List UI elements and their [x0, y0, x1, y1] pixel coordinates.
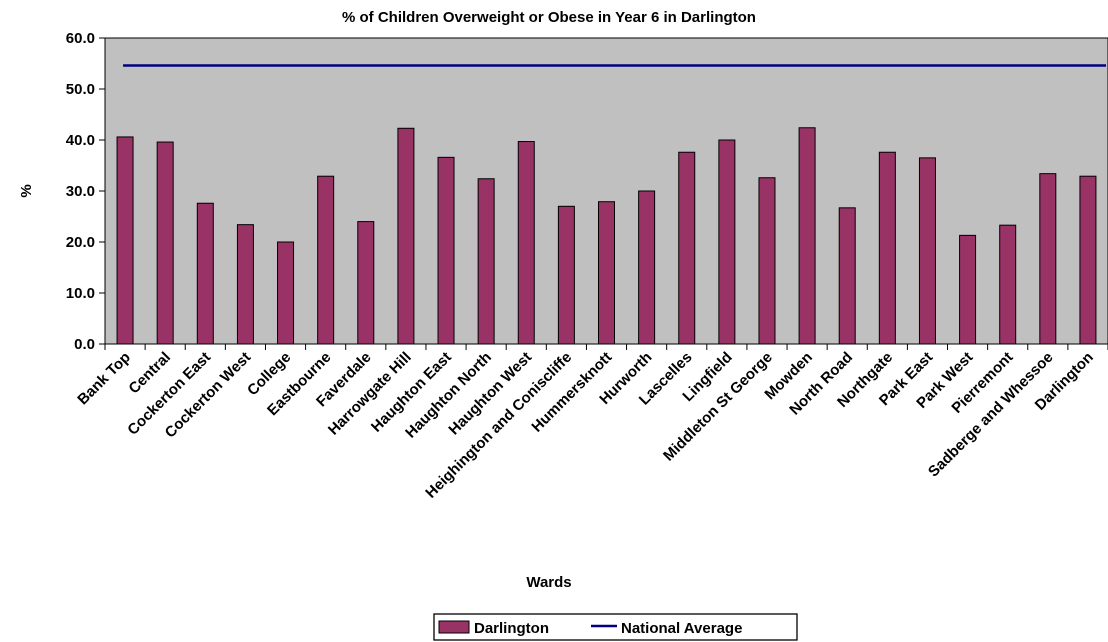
bar: [277, 241, 295, 345]
bar: [196, 202, 214, 345]
bar: [758, 177, 776, 345]
chart-title: % of Children Overweight or Obese in Yea…: [342, 9, 756, 26]
y-tick-label: 60.0: [66, 30, 95, 47]
bar-series: [116, 127, 1097, 345]
y-axis: 0.0 10.0 20.0 30.0 40.0 50.0 60.0: [66, 30, 105, 353]
bar: [437, 156, 455, 345]
bar: [116, 136, 134, 345]
y-axis-title: %: [18, 184, 35, 197]
bar: [357, 221, 375, 345]
bar: [798, 127, 816, 345]
x-axis: [104, 344, 1108, 350]
bar: [477, 178, 495, 345]
bar: [999, 224, 1017, 345]
y-tick-label: 20.0: [66, 234, 95, 251]
bar: [557, 205, 575, 345]
bar: [1039, 173, 1057, 345]
bar: [517, 141, 535, 345]
bar: [598, 201, 615, 345]
legend-swatch-darlington: [438, 620, 470, 634]
y-tick-label: 10.0: [66, 285, 95, 302]
bar: [397, 127, 415, 345]
bar: [718, 139, 736, 345]
y-tick-label: 50.0: [66, 81, 95, 98]
bar: [1079, 175, 1097, 345]
y-tick-label: 40.0: [66, 132, 95, 149]
bar: [678, 151, 696, 345]
y-tick-label: 0.0: [74, 336, 95, 353]
bar: [236, 224, 254, 345]
bar: [838, 207, 856, 345]
bar: [638, 190, 656, 345]
y-tick-label: 30.0: [66, 183, 95, 200]
legend-label-national-average: National Average: [621, 620, 742, 637]
x-category-label: Bank Top: [74, 349, 134, 409]
legend: Darlington National Average: [433, 613, 798, 641]
x-axis-title: Wards: [526, 574, 571, 591]
bar: [878, 151, 896, 345]
bar: [156, 141, 174, 345]
legend-label-darlington: Darlington: [474, 620, 549, 637]
bar: [918, 157, 936, 345]
bar: [317, 175, 335, 345]
bar: [959, 234, 977, 345]
